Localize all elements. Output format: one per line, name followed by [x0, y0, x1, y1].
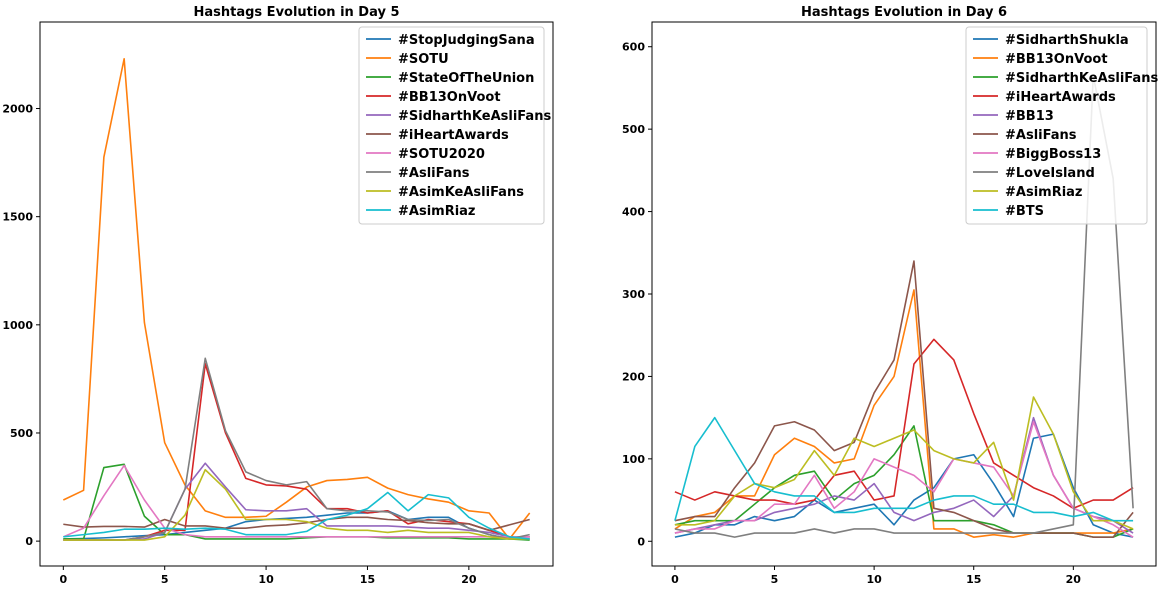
x-tick-label: 5: [771, 573, 779, 586]
series-line-aslifans: [674, 260, 1134, 538]
series-line-loveisland: [674, 74, 1134, 538]
legend-label-asimriaz: #AsimRiaz: [1005, 185, 1083, 200]
legend-label-bb13: #BB13: [1005, 109, 1054, 124]
series-line-biggboss13: [674, 420, 1134, 538]
legend-label-loveisland: #LoveIsland: [1005, 166, 1095, 181]
x-tick-label: 10: [258, 573, 274, 586]
series-line-iheartawards: [674, 338, 1134, 510]
series-line-sotu2020: [63, 464, 530, 538]
legend-label-asimriaz: #AsimRiaz: [398, 204, 476, 219]
y-tick-label: 600: [622, 41, 645, 54]
chart-title: Hashtags Evolution in Day 5: [193, 5, 399, 20]
legend-label-aslifans: #AsliFans: [1005, 128, 1077, 143]
y-tick-label: 0: [637, 535, 645, 548]
legend-label-bb13onvoot: #BB13OnVoot: [1005, 52, 1108, 67]
series-line-sotu: [62, 57, 531, 540]
legend-label-sidharthkeaslifans: #SidharthKeAsliFans: [1005, 71, 1158, 86]
series-line-bts: [674, 416, 1134, 522]
x-tick-label: 5: [161, 573, 169, 586]
legend-label-sotu: #SOTU: [398, 52, 449, 67]
legend-label-aslifans: #AsliFans: [398, 166, 470, 181]
chart-day-5: Hashtags Evolution in Day 5 0 5 10 15 20 0 500 1…: [2, 5, 554, 586]
legend-label-biggboss13: #BiggBoss13: [1005, 147, 1101, 162]
legend-label-stopjudgingsana: #StopJudgingSana: [398, 33, 535, 48]
x-tick-label: 15: [360, 573, 375, 586]
y-tick-label: 0: [25, 535, 33, 548]
x-tick-label: 15: [966, 573, 981, 586]
series-line-asimriaz: [63, 491, 530, 540]
legend: #StopJudgingSana #SOTU #StateOfTheUnion #BB…: [358, 26, 551, 225]
y-tick-label: 500: [10, 427, 33, 440]
legend-label-stateoftheunion: #StateOfTheUnion: [398, 71, 534, 86]
legend-label-bb13onvoot: #BB13OnVoot: [398, 90, 501, 105]
x-tick-label: 10: [866, 573, 882, 586]
legend-box: [358, 26, 545, 225]
series-line-asimkeaslifans: [63, 468, 530, 541]
series-line-sidharthkeaslifans: [63, 462, 530, 541]
y-tick-label: 500: [622, 123, 645, 136]
y-tick-label: 300: [622, 288, 645, 301]
legend-label-bts: #BTS: [1005, 204, 1044, 219]
legend-label-iheartawards: #iHeartAwards: [1005, 90, 1116, 105]
y-tick-label: 1500: [2, 211, 33, 224]
series-line-asimriaz: [674, 396, 1134, 530]
legend-box: [965, 26, 1148, 225]
y-tick-label: 400: [622, 206, 645, 219]
legend-label-sidharthshukla: #SidharthShukla: [1005, 33, 1129, 48]
series-lines: [62, 57, 531, 541]
x-tick-label: 20: [461, 573, 477, 586]
x-tick-label: 0: [59, 573, 67, 586]
legend-label-asimkeaslifans: #AsimKeAsliFans: [398, 185, 524, 200]
legend-label-iheartawards: #iHeartAwards: [398, 128, 509, 143]
series-line-iheartawards: [63, 516, 530, 532]
series-line-stateoftheunion: [63, 463, 530, 541]
y-tick-label: 2000: [2, 103, 33, 116]
legend-label-sotu2020: #SOTU2020: [398, 147, 485, 162]
series-line-aslifans: [63, 357, 530, 541]
y-tick-label: 200: [622, 370, 645, 383]
y-tick-label: 100: [622, 453, 645, 466]
series-lines: [674, 74, 1134, 538]
x-tick-label: 0: [671, 573, 679, 586]
legend: #SidharthShukla #BB13OnVoot #SidharthKeAsl…: [965, 26, 1158, 225]
x-tick-label: 20: [1066, 573, 1082, 586]
legend-label-sidharthkeaslifans: #SidharthKeAsliFans: [398, 109, 551, 124]
series-line-stopjudgingsana: [63, 510, 530, 540]
chart-title: Hashtags Evolution in Day 6: [801, 5, 1007, 20]
y-tick-label: 1000: [2, 319, 33, 332]
chart-day-6: Hashtags Evolution in Day 60 5 10 15 2001002…: [622, 5, 1158, 586]
plot-frame: [39, 21, 554, 567]
